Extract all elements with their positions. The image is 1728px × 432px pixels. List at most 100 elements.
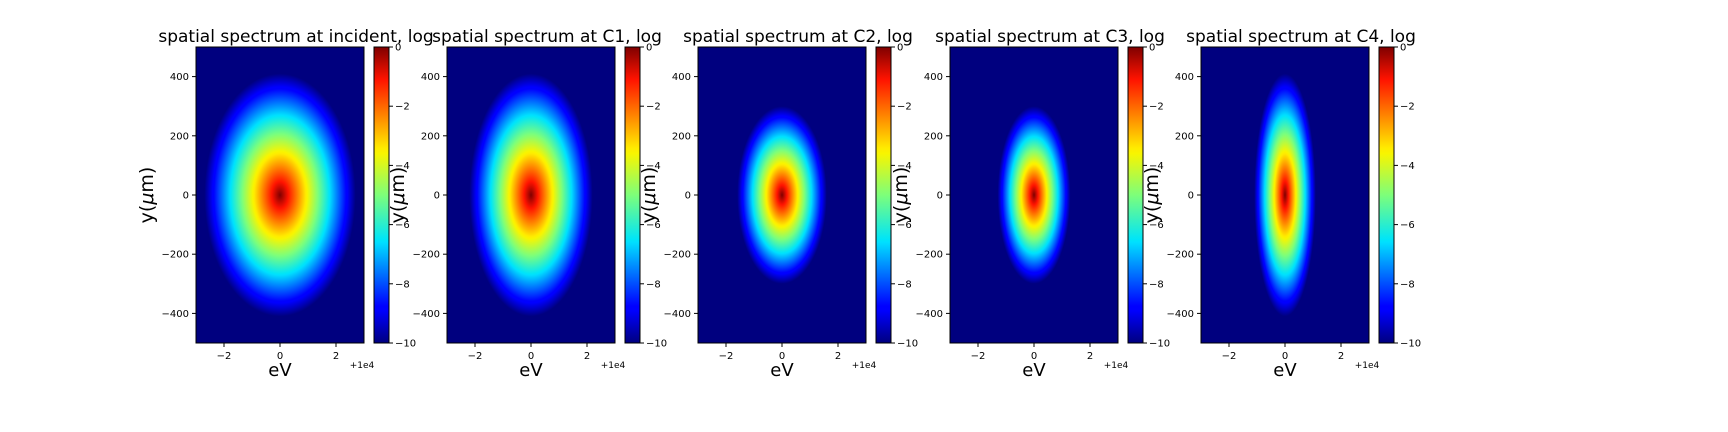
panel-title: spatial spectrum at C1, log [432, 27, 662, 47]
colorbar-tick-label: −10 [1149, 339, 1170, 350]
heatmap-spot [1254, 73, 1316, 317]
colorbar-tick-label: −6 [646, 220, 661, 231]
x-offset-label: +1e4 [350, 361, 375, 371]
colorbar-tick-label: 0 [646, 43, 652, 54]
colorbar-frame [624, 46, 641, 344]
y-tick-label: 400 [170, 72, 189, 83]
x-tick-label: 0 [277, 351, 283, 362]
y-axis-label: y(μm) [136, 167, 158, 224]
y-tick-label: 400 [672, 72, 691, 83]
y-tick-label: −400 [1167, 309, 1194, 320]
colorbar-tick-label: 0 [1149, 43, 1155, 54]
x-axis-label: eV [1273, 360, 1297, 381]
x-offset-label: +1e4 [1104, 361, 1129, 371]
colorbar-tick-label: −2 [897, 102, 912, 113]
y-tick-label: 0 [183, 191, 189, 202]
x-axis-label: eV [268, 360, 292, 381]
colorbar-tick-label: −6 [897, 220, 912, 231]
colorbar-tick-label: −10 [395, 339, 416, 350]
y-tick-label: −400 [162, 309, 189, 320]
y-tick-label: −400 [664, 309, 691, 320]
y-tick-label: −200 [664, 250, 691, 261]
colorbar-tick-label: −10 [897, 339, 918, 350]
colorbar-frame [875, 46, 892, 344]
y-tick-label: 400 [924, 72, 943, 83]
x-tick-label: −2 [971, 351, 986, 362]
x-tick-label: 0 [528, 351, 534, 362]
x-tick-label: −2 [719, 351, 734, 362]
panel-title: spatial spectrum at C4, log [1186, 27, 1416, 47]
colorbar-tick-label: −4 [1149, 161, 1164, 172]
colorbar-frame [1378, 46, 1395, 344]
colorbar-tick-label: −2 [1149, 102, 1164, 113]
x-tick-label: 2 [1087, 351, 1093, 362]
y-tick-label: 0 [1188, 191, 1194, 202]
colorbar [1379, 47, 1394, 343]
y-tick-label: 0 [937, 191, 943, 202]
colorbar-frame [1127, 46, 1144, 344]
y-tick-label: −400 [413, 309, 440, 320]
colorbar-tick-label: −4 [1400, 161, 1415, 172]
x-tick-label: 2 [1338, 351, 1344, 362]
y-tick-label: 0 [685, 191, 691, 202]
colorbar-tick-label: −2 [1400, 102, 1415, 113]
x-tick-label: 2 [584, 351, 590, 362]
x-offset-label: +1e4 [601, 361, 626, 371]
panel-1: −2 0 2 −400 −200 0 200 400 spatial spectrum at i… [136, 27, 434, 381]
colorbar-tick-label: −4 [395, 161, 410, 172]
colorbar-tick-label: −10 [1400, 339, 1421, 350]
y-tick-label: 200 [170, 131, 189, 142]
panel-title: spatial spectrum at C2, log [683, 27, 913, 47]
colorbar-tick-label: −6 [1400, 220, 1415, 231]
colorbar [625, 47, 640, 343]
colorbar-tick-label: −10 [646, 339, 667, 350]
heatmap-spot [737, 106, 827, 284]
colorbar-tick-label: −4 [646, 161, 661, 172]
colorbar-tick-label: 0 [897, 43, 903, 54]
heatmap-spot [204, 73, 356, 317]
x-axis-label: eV [1022, 360, 1046, 381]
y-tick-label: 400 [421, 72, 440, 83]
x-offset-label: +1e4 [852, 361, 877, 371]
x-tick-label: 0 [1282, 351, 1288, 362]
y-tick-label: −200 [916, 250, 943, 261]
y-tick-label: 0 [434, 191, 440, 202]
colorbar-tick-label: −4 [897, 161, 912, 172]
x-tick-label: 0 [1031, 351, 1037, 362]
colorbar-tick-label: −2 [395, 102, 410, 113]
colorbar-tick-label: −2 [646, 102, 661, 113]
y-tick-label: −400 [916, 309, 943, 320]
colorbar-tick-label: −6 [395, 220, 410, 231]
y-axis-label: y(μm) [1141, 167, 1163, 224]
x-offset-label: +1e4 [1355, 361, 1380, 371]
colorbar [1128, 47, 1143, 343]
x-tick-label: 2 [835, 351, 841, 362]
colorbar-tick-label: 0 [395, 43, 401, 54]
heatmap-spot [469, 73, 593, 317]
x-axis-label: eV [519, 360, 543, 381]
y-tick-label: 200 [1175, 131, 1194, 142]
panel-title: spatial spectrum at incident, log [158, 27, 433, 47]
heatmap-spot [997, 106, 1071, 284]
panel-title: spatial spectrum at C3, log [935, 27, 1165, 47]
y-tick-label: 200 [924, 131, 943, 142]
x-tick-label: 2 [333, 351, 339, 362]
x-tick-label: −2 [1222, 351, 1237, 362]
colorbar [374, 47, 389, 343]
x-tick-label: −2 [217, 351, 232, 362]
colorbar-tick-label: −8 [1400, 279, 1415, 290]
x-axis-label: eV [770, 360, 794, 381]
y-axis-label: y(μm) [638, 167, 660, 224]
colorbar-tick-label: −8 [395, 279, 410, 290]
colorbar [876, 47, 891, 343]
colorbar-tick-label: −6 [1149, 220, 1164, 231]
colorbar-tick-label: −8 [1149, 279, 1164, 290]
colorbar-frame [373, 46, 390, 344]
y-axis-label: y(μm) [387, 167, 409, 224]
y-tick-label: 400 [1175, 72, 1194, 83]
